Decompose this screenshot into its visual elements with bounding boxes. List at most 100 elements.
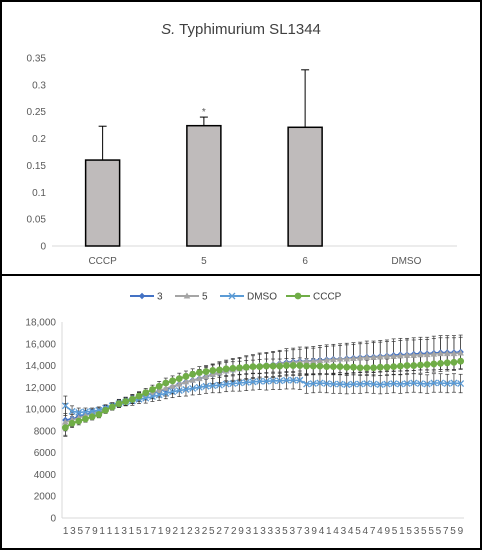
data-point [323,363,331,371]
x-tick-label: 4 [377,526,383,537]
x-tick-label: 3 [246,526,252,537]
data-point [383,352,391,359]
y-tick-label: 0.1 [32,188,46,199]
x-tick-label: 4 [348,526,354,537]
bar-chart-panel: S. Typhimurium SL1344 0 0.05 0.1 0.15 0.2 0.2… [0,0,482,276]
x-tick-label: 7 [297,526,303,537]
data-point [390,363,398,371]
x-tick-label: 5 [201,256,207,267]
data-point [276,362,284,370]
data-point [303,380,311,388]
data-point [457,349,464,356]
bar [186,124,222,247]
x-tick-label: 9 [238,526,244,537]
x-tick-label: 4 [319,526,325,537]
data-point [330,356,337,363]
x-tick-label: 1 [107,526,113,537]
x-tick-label: 5 [392,526,398,537]
data-point [423,351,431,358]
y-tick-label: 6000 [34,448,57,459]
data-point [403,380,411,387]
x-tick-label: 3 [121,526,127,537]
data-point [336,355,344,362]
x-tick-label: 5 [209,526,215,537]
data-point [242,378,250,386]
y-tick-label: 0.35 [27,54,47,65]
y-tick-label: 8000 [34,426,57,437]
data-point [296,362,304,369]
x-tick-label: 9 [165,526,171,537]
data-point [450,358,458,366]
data-point [202,368,210,375]
title-italic: S. [161,21,175,38]
data-point [115,400,123,408]
significance-marker: * [202,107,206,118]
data-point [390,352,397,359]
data-point [256,363,264,371]
x-tick-label: 4 [363,526,369,537]
data-point [82,415,89,423]
data-point [175,375,183,383]
bar [84,159,121,247]
data-point [222,365,230,373]
data-point [189,384,197,392]
y-tick-label: 0.25 [27,107,47,118]
x-tick-label: 7 [370,526,376,537]
x-tick-label: 7 [151,526,157,537]
x-tick-label: 3 [260,526,266,537]
data-point [195,383,203,391]
data-point [356,354,364,361]
data-point [155,391,163,399]
data-point [437,379,445,387]
data-point [189,370,197,378]
data-point [215,381,223,389]
x-tick-label: 4 [333,526,339,537]
data-point [403,351,411,358]
x-tick-label: 3 [289,526,295,537]
data-point [62,418,69,425]
data-point [370,353,377,360]
line-chart-panel: 3 5 DMSO CCCP 0 2000 4000 6000 8000 10,000 12,000 1… [0,274,482,550]
data-point [256,377,264,385]
y-tick-label: 4000 [34,470,57,481]
x-tick-label: 1 [63,526,69,537]
data-point [316,357,324,364]
data-point [349,380,357,388]
data-point [316,362,324,370]
data-point [363,380,371,387]
data-point [376,363,384,371]
x-tick-label: 1 [143,526,149,537]
legend-marker [183,292,191,299]
data-point [88,413,96,421]
data-point [303,362,310,370]
data-point [296,376,304,384]
data-point [417,361,424,369]
data-point [236,364,243,372]
data-point [376,381,384,389]
legend-label: DMSO [247,292,277,303]
data-point [195,369,203,377]
legend-marker [138,292,146,300]
data-point [343,381,351,389]
data-point [209,367,217,374]
data-point [88,407,96,415]
data-point [350,363,357,371]
x-tick-label: 9 [311,526,317,537]
data-point [229,380,237,387]
x-tick-label: 5 [136,526,142,537]
x-tick-label: 1 [326,526,332,537]
x-tick-label: 3 [268,526,274,537]
x-tick-label: 5 [428,526,434,537]
legend-label: 5 [202,292,208,303]
x-tick-label: 2 [173,526,179,537]
data-point [68,407,76,415]
data-point [416,380,424,387]
data-point [410,379,418,387]
x-tick-label: 3 [194,526,200,537]
bar-chart: S. Typhimurium SL1344 0 0.05 0.1 0.15 0.2 0.2… [27,21,457,267]
x-tick-label: 9 [92,526,98,537]
legend: 3 5 DMSO CCCP [130,292,342,303]
data-point [316,379,324,387]
data-point [309,362,317,370]
data-point [309,357,317,364]
